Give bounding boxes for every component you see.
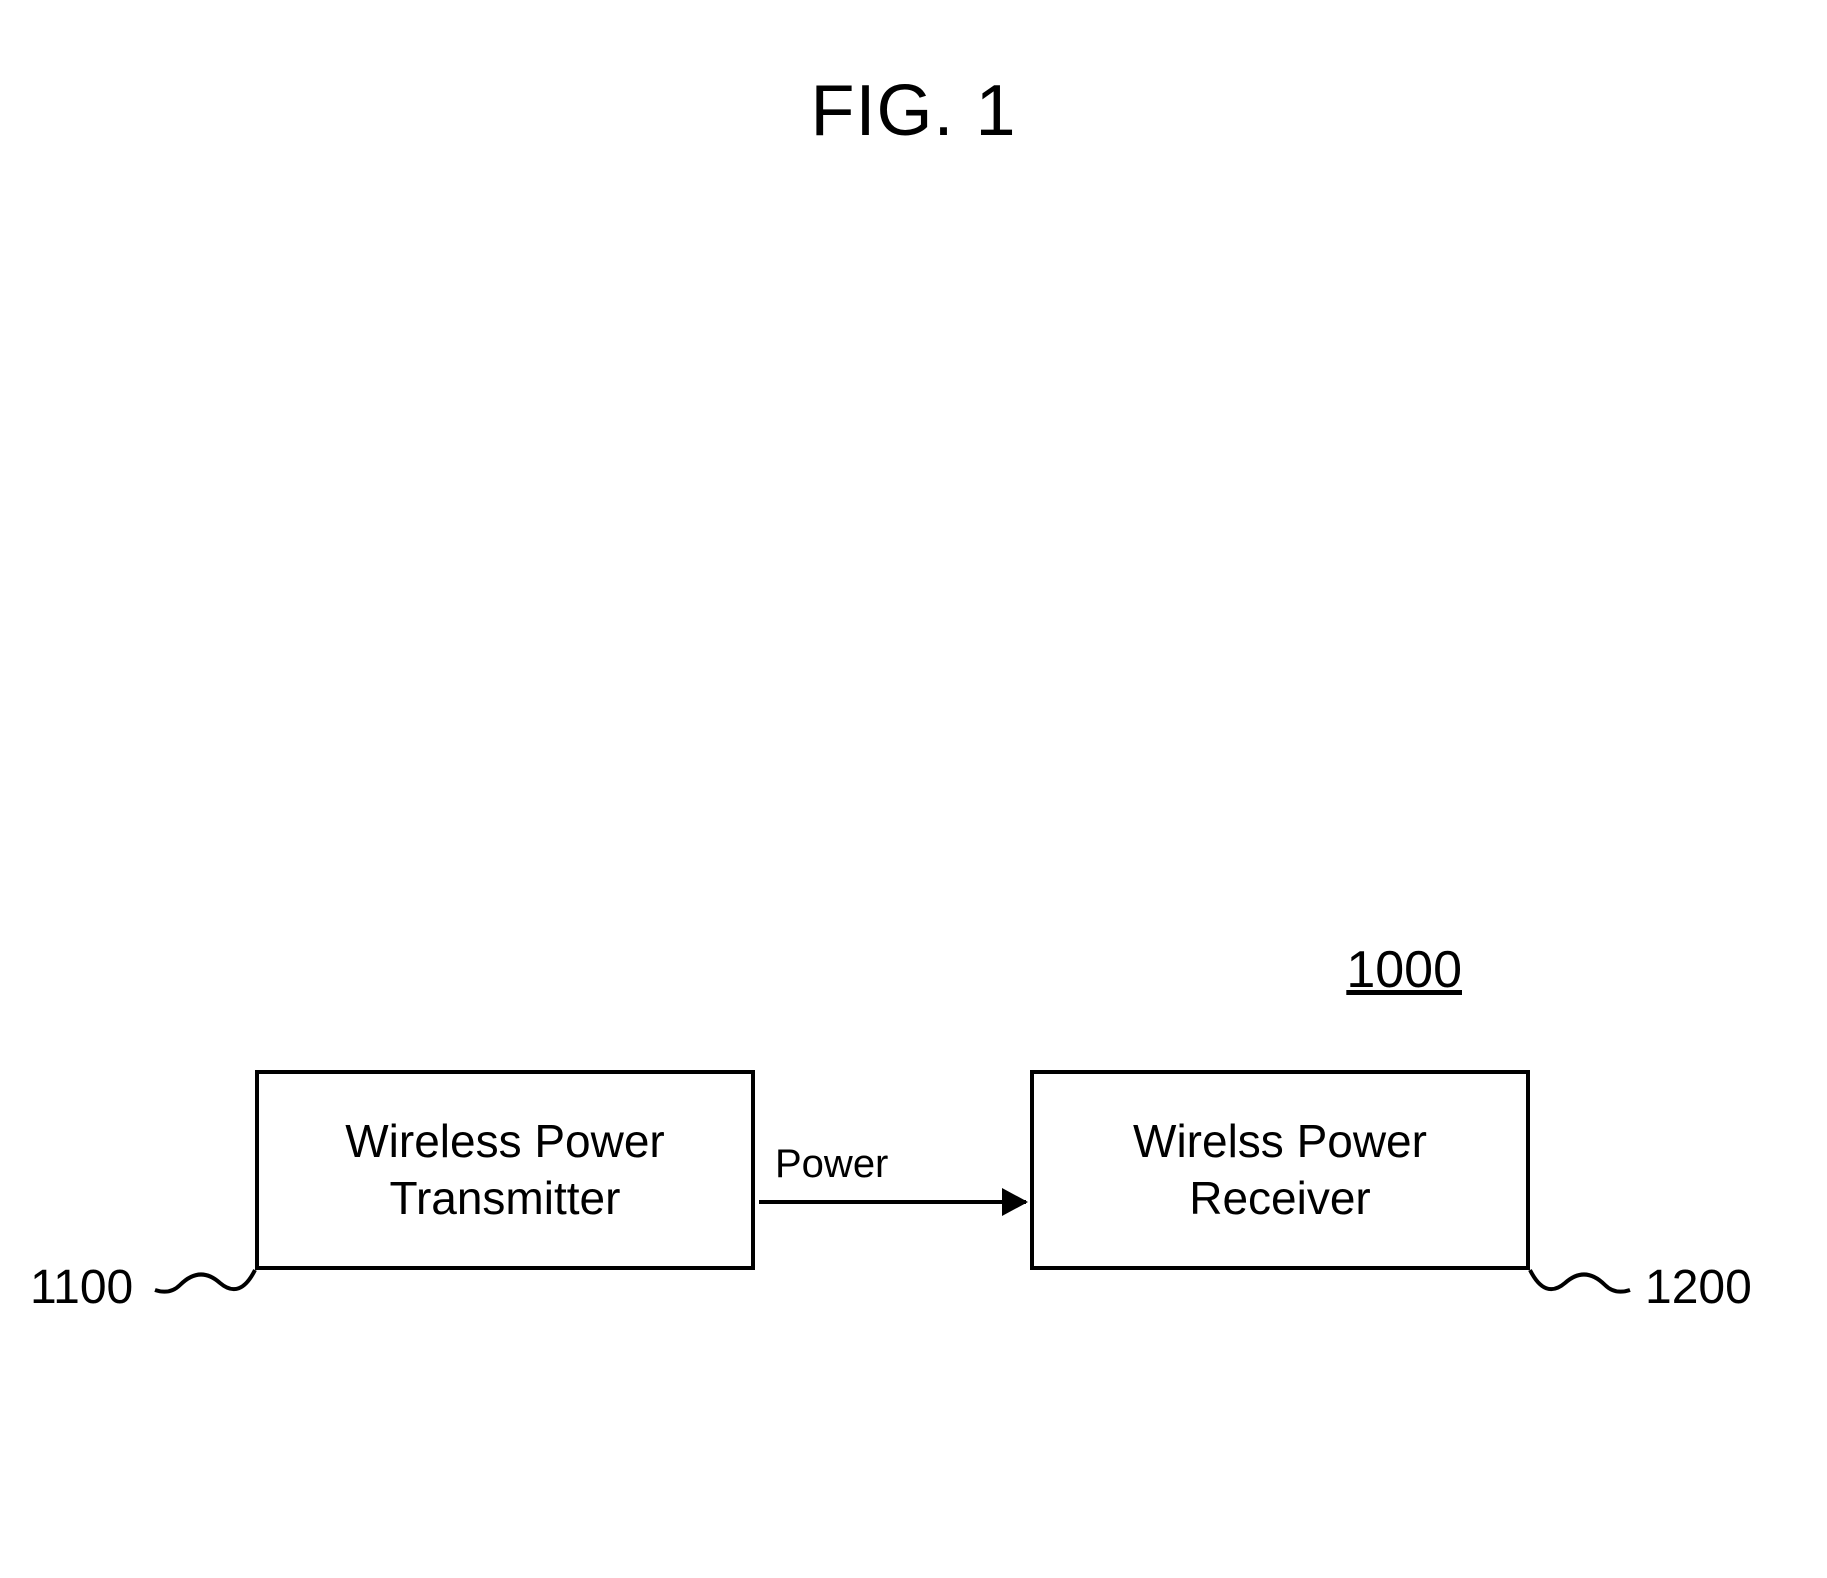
receiver-label-line1: Wirelss Power	[1133, 1115, 1427, 1167]
power-arrow	[759, 1200, 1026, 1204]
transmitter-block: Wireless Power Transmitter	[255, 1070, 755, 1270]
transmitter-reference-number: 1100	[30, 1260, 133, 1315]
receiver-block: Wirelss Power Receiver	[1030, 1070, 1530, 1270]
transmitter-lead-line	[155, 1265, 255, 1305]
receiver-label: Wirelss Power Receiver	[1133, 1113, 1427, 1228]
power-arrow-label: Power	[775, 1142, 888, 1187]
transmitter-label-line1: Wireless Power	[345, 1115, 665, 1167]
figure-title: FIG. 1	[810, 70, 1016, 152]
transmitter-label: Wireless Power Transmitter	[345, 1113, 665, 1228]
system-reference-number: 1000	[1346, 940, 1462, 1000]
receiver-lead-line	[1530, 1265, 1630, 1305]
receiver-reference-number: 1200	[1645, 1260, 1752, 1315]
receiver-label-line2: Receiver	[1189, 1172, 1371, 1224]
transmitter-label-line2: Transmitter	[390, 1172, 621, 1224]
